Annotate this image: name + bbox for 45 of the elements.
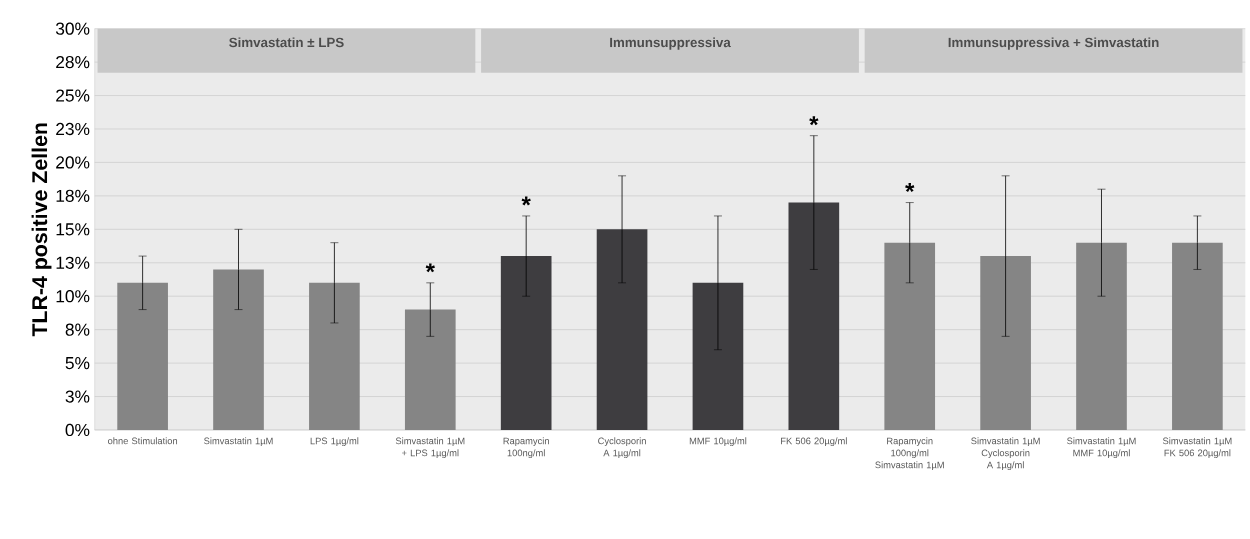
bar	[117, 282, 168, 430]
bar	[596, 229, 648, 430]
y-tick-label: 15%	[56, 223, 90, 236]
y-tick-label: 30%	[55, 22, 90, 35]
bar	[788, 202, 840, 430]
y-tick-label: 5%	[65, 357, 90, 370]
annotation: *	[809, 116, 819, 126]
bar	[500, 256, 552, 430]
x-tick-label: Simvastatin 1µM FK 506 20µg/ml	[1162, 437, 1232, 459]
x-tick-label: Simvastatin 1µM + LPS 1µg/ml	[395, 437, 465, 459]
y-axis-title: TLR-4 positive Zellen	[31, 123, 52, 337]
x-tick-label: Simvastatin 1µM Cyclosporin A 1µg/ml	[971, 437, 1040, 471]
x-tick-label: Simvastatin 1µM MMF 10µg/ml	[1067, 437, 1136, 459]
x-tick-label: Simvastatin 1µM	[204, 437, 273, 447]
y-tick-label: 3%	[65, 390, 90, 403]
bar	[692, 282, 744, 430]
y-tick-label: 8%	[65, 323, 90, 336]
band-label: Simvastatin ± LPS	[229, 37, 344, 48]
bar	[309, 282, 360, 430]
x-tick-label: MMF 10µg/ml	[689, 437, 747, 447]
y-tick-label: 25%	[56, 89, 90, 102]
y-tick-label: 10%	[56, 290, 90, 303]
x-tick-label: FK 506 20µg/ml	[781, 437, 847, 447]
y-tick-label: 28%	[56, 55, 90, 69]
y-tick-label: 0%	[65, 423, 90, 437]
y-tick-label: 13%	[56, 256, 90, 269]
bar	[1076, 242, 1127, 430]
annotation: *	[521, 196, 531, 206]
bar	[1172, 242, 1223, 430]
x-tick-label: LPS 1µg/ml	[310, 437, 359, 447]
band-label: Immunsuppressiva + Simvastatin	[948, 37, 1159, 50]
x-tick-label: ohne Stimulation	[108, 437, 178, 445]
x-tick-label: Cyclosporin A 1µg/ml	[598, 437, 646, 459]
bar	[404, 309, 456, 430]
bar	[884, 242, 936, 430]
bar	[213, 269, 264, 430]
x-tick-label: Rapamycin 100ng/ml	[503, 437, 549, 459]
y-tick-label: 18%	[56, 189, 90, 203]
annotation: *	[425, 263, 435, 273]
x-tick-label: Rapamycin 100ng/ml Simvastatin 1µM	[875, 437, 944, 471]
annotation: *	[905, 183, 915, 193]
band-label: Immunsuppressiva	[610, 37, 731, 50]
y-tick-label: 20%	[56, 156, 90, 169]
bar	[980, 256, 1031, 430]
y-tick-label: 23%	[56, 122, 90, 136]
